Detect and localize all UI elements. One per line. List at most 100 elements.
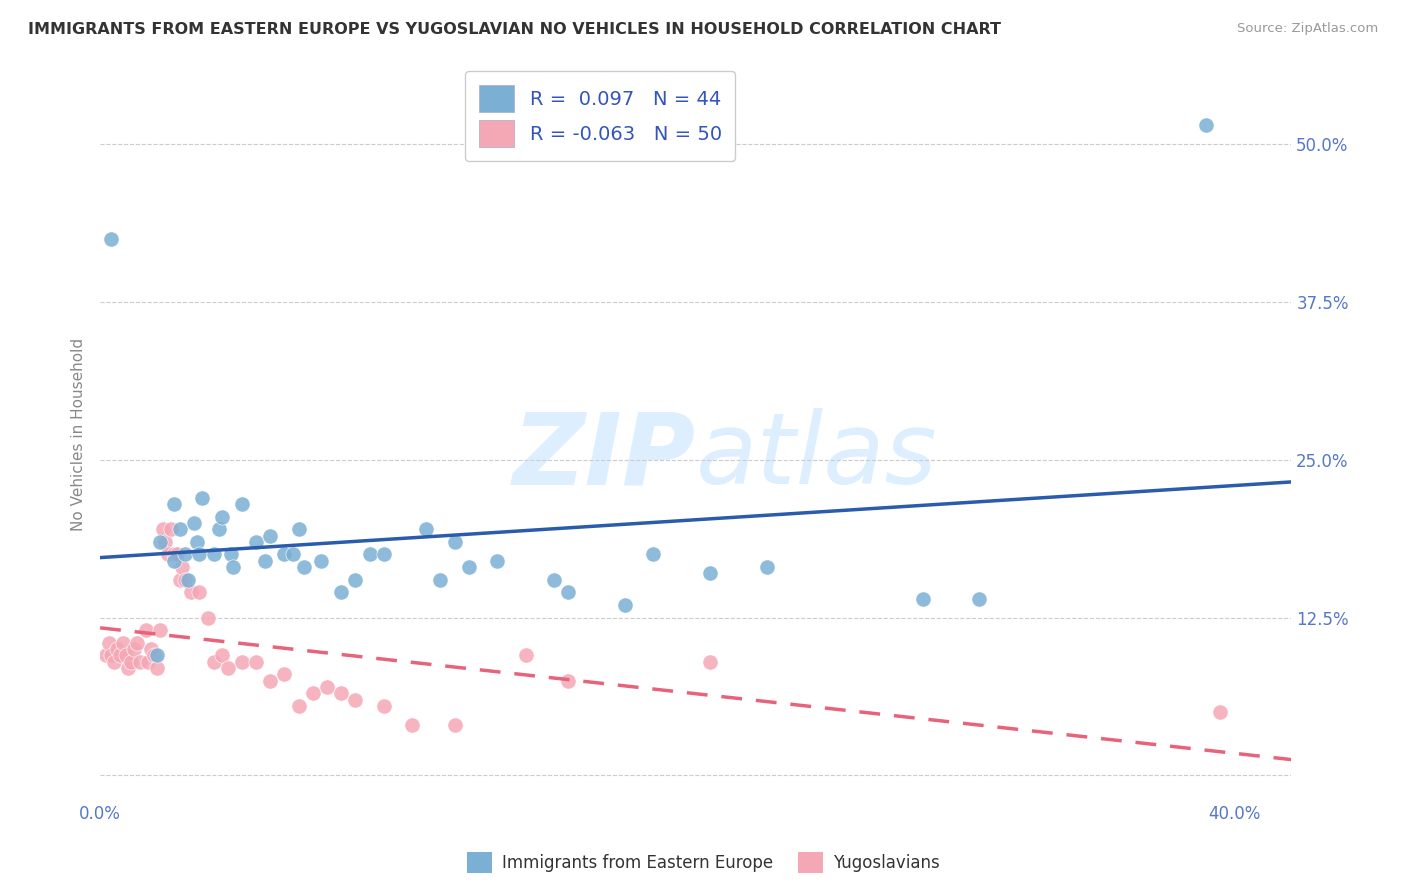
Point bbox=[344, 692, 367, 706]
Point bbox=[373, 698, 395, 713]
Point bbox=[122, 642, 145, 657]
Legend: Immigrants from Eastern Europe, Yugoslavians: Immigrants from Eastern Europe, Yugoslav… bbox=[460, 846, 946, 880]
Point bbox=[191, 491, 214, 505]
Point bbox=[557, 673, 579, 688]
Point bbox=[172, 560, 194, 574]
Point bbox=[202, 655, 225, 669]
Point bbox=[1195, 118, 1218, 132]
Point bbox=[94, 648, 117, 663]
Point bbox=[202, 548, 225, 562]
Point bbox=[183, 516, 205, 530]
Point bbox=[169, 573, 191, 587]
Point bbox=[401, 718, 423, 732]
Point bbox=[316, 680, 339, 694]
Point bbox=[143, 648, 166, 663]
Point bbox=[208, 522, 231, 536]
Point bbox=[302, 686, 325, 700]
Point bbox=[155, 534, 177, 549]
Point bbox=[152, 522, 174, 536]
Point bbox=[108, 648, 131, 663]
Point bbox=[287, 522, 309, 536]
Y-axis label: No Vehicles in Household: No Vehicles in Household bbox=[72, 338, 86, 531]
Point bbox=[100, 232, 122, 246]
Point bbox=[188, 585, 211, 599]
Point bbox=[344, 573, 367, 587]
Point bbox=[120, 655, 142, 669]
Point bbox=[259, 528, 281, 542]
Point bbox=[231, 497, 253, 511]
Point bbox=[174, 573, 197, 587]
Point bbox=[273, 548, 295, 562]
Point bbox=[373, 548, 395, 562]
Point bbox=[330, 686, 353, 700]
Text: IMMIGRANTS FROM EASTERN EUROPE VS YUGOSLAVIAN NO VEHICLES IN HOUSEHOLD CORRELATI: IMMIGRANTS FROM EASTERN EUROPE VS YUGOSL… bbox=[28, 22, 1001, 37]
Point bbox=[211, 648, 233, 663]
Point bbox=[174, 548, 197, 562]
Point bbox=[149, 534, 172, 549]
Point bbox=[166, 548, 188, 562]
Point bbox=[231, 655, 253, 669]
Point bbox=[163, 548, 186, 562]
Point bbox=[188, 548, 211, 562]
Point bbox=[359, 548, 381, 562]
Point bbox=[273, 667, 295, 681]
Point bbox=[97, 636, 120, 650]
Point bbox=[643, 548, 665, 562]
Point bbox=[180, 585, 202, 599]
Point bbox=[245, 655, 267, 669]
Point bbox=[911, 591, 934, 606]
Point bbox=[515, 648, 537, 663]
Point bbox=[177, 573, 200, 587]
Point bbox=[219, 548, 242, 562]
Point bbox=[160, 522, 183, 536]
Point bbox=[330, 585, 353, 599]
Point bbox=[443, 718, 465, 732]
Point bbox=[141, 642, 163, 657]
Point bbox=[415, 522, 437, 536]
Point bbox=[287, 698, 309, 713]
Point bbox=[197, 610, 219, 624]
Point bbox=[486, 554, 509, 568]
Text: ZIP: ZIP bbox=[513, 408, 696, 505]
Point bbox=[157, 548, 180, 562]
Point bbox=[134, 624, 156, 638]
Point bbox=[217, 661, 239, 675]
Point bbox=[117, 661, 139, 675]
Point bbox=[146, 648, 169, 663]
Point bbox=[443, 534, 465, 549]
Point bbox=[103, 655, 125, 669]
Point bbox=[100, 648, 122, 663]
Point bbox=[138, 655, 160, 669]
Text: atlas: atlas bbox=[696, 408, 938, 505]
Point bbox=[543, 573, 565, 587]
Point bbox=[111, 636, 134, 650]
Point bbox=[429, 573, 451, 587]
Point bbox=[169, 522, 191, 536]
Point bbox=[755, 560, 778, 574]
Point bbox=[125, 636, 148, 650]
Point bbox=[281, 548, 304, 562]
Point bbox=[259, 673, 281, 688]
Point bbox=[253, 554, 276, 568]
Point bbox=[105, 642, 128, 657]
Point bbox=[457, 560, 479, 574]
Point bbox=[245, 534, 267, 549]
Point bbox=[149, 624, 172, 638]
Point bbox=[311, 554, 333, 568]
Point bbox=[699, 655, 721, 669]
Point bbox=[292, 560, 315, 574]
Point bbox=[613, 598, 636, 612]
Point bbox=[186, 534, 208, 549]
Point bbox=[211, 509, 233, 524]
Text: Source: ZipAtlas.com: Source: ZipAtlas.com bbox=[1237, 22, 1378, 36]
Point bbox=[163, 497, 186, 511]
Point bbox=[222, 560, 245, 574]
Point bbox=[114, 648, 136, 663]
Point bbox=[699, 566, 721, 581]
Point bbox=[1209, 706, 1232, 720]
Point bbox=[146, 661, 169, 675]
Point bbox=[163, 554, 186, 568]
Point bbox=[557, 585, 579, 599]
Point bbox=[128, 655, 150, 669]
Point bbox=[969, 591, 991, 606]
